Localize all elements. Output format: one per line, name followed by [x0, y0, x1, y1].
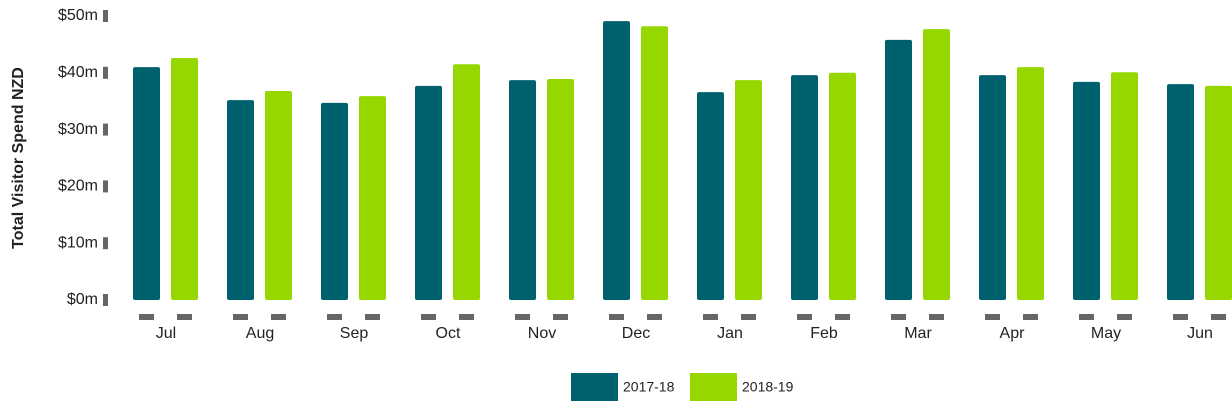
y-tick-mark: [103, 180, 108, 193]
legend-swatch: [571, 373, 618, 401]
x-tick-label: Feb: [810, 325, 838, 342]
x-tick-label: May: [1091, 325, 1121, 342]
bar: [321, 102, 348, 301]
x-tick-mark: [1023, 314, 1038, 320]
x-tick-mark: [139, 314, 154, 320]
x-tick-label: Sep: [340, 325, 369, 342]
bar: [171, 58, 198, 301]
y-tick-label: $30m: [58, 121, 98, 138]
y-tick-label: $0m: [67, 291, 98, 308]
x-tick-mark: [553, 314, 568, 320]
x-tick-mark: [647, 314, 662, 320]
bar: [509, 80, 536, 301]
x-tick-mark: [177, 314, 192, 320]
bar: [1205, 85, 1232, 300]
y-tick-label: $40m: [58, 64, 98, 81]
x-tick-mark: [327, 314, 342, 320]
x-tick-mark: [835, 314, 850, 320]
x-tick-label: Jan: [717, 325, 743, 342]
y-tick-label: $50m: [58, 7, 98, 24]
bar: [641, 26, 668, 300]
bar: [415, 85, 442, 300]
x-tick-mark: [365, 314, 380, 320]
x-tick-mark: [1211, 314, 1226, 320]
y-tick-mark: [103, 294, 108, 306]
bar: [133, 67, 160, 301]
y-tick-mark: [103, 10, 108, 22]
x-tick-mark: [233, 314, 248, 320]
bar: [265, 90, 292, 300]
bar: [603, 21, 630, 300]
bar: [547, 79, 574, 300]
x-tick-label: Oct: [436, 325, 461, 342]
bar: [1017, 67, 1044, 301]
y-tick-mark: [103, 66, 108, 79]
x-tick-label: Jun: [1187, 325, 1213, 342]
x-tick-label: Dec: [622, 325, 650, 342]
bar: [923, 29, 950, 301]
x-tick-mark: [421, 314, 436, 320]
bar: [1111, 72, 1138, 301]
bar: [735, 80, 762, 301]
x-tick-label: Mar: [904, 325, 932, 342]
bar: [791, 75, 818, 301]
x-tick-label: Nov: [528, 325, 556, 342]
x-tick-mark: [1117, 314, 1132, 320]
bar: [697, 92, 724, 300]
y-axis-label: Total Visitor Spend NZD: [10, 67, 27, 249]
bar: [453, 64, 480, 300]
x-tick-mark: [797, 314, 812, 320]
x-tick-mark: [1173, 314, 1188, 320]
x-tick-label: Jul: [156, 325, 176, 342]
x-tick-mark: [891, 314, 906, 320]
y-tick-label: $20m: [58, 178, 98, 195]
bar: [829, 72, 856, 300]
legend-swatch: [690, 373, 737, 401]
x-tick-label: Apr: [1000, 325, 1026, 342]
bar: [227, 100, 254, 301]
x-tick-mark: [929, 314, 944, 320]
y-tick-mark: [103, 237, 108, 250]
legend-label: 2018-19: [742, 379, 794, 395]
bar: [979, 75, 1006, 301]
x-tick-mark: [609, 314, 624, 320]
x-tick-mark: [703, 314, 718, 320]
bar: [1073, 81, 1100, 300]
y-tick-label: $10m: [58, 234, 98, 251]
x-tick-mark: [271, 314, 286, 320]
x-tick-mark: [741, 314, 756, 320]
y-tick-mark: [103, 123, 108, 136]
legend-label: 2017-18: [623, 379, 675, 395]
x-tick-mark: [1079, 314, 1094, 320]
x-tick-mark: [985, 314, 1000, 320]
bar: [1167, 84, 1194, 300]
bar: [359, 96, 386, 300]
x-tick-mark: [515, 314, 530, 320]
x-tick-mark: [459, 314, 474, 320]
x-tick-label: Aug: [246, 325, 274, 342]
bar: [885, 39, 912, 301]
